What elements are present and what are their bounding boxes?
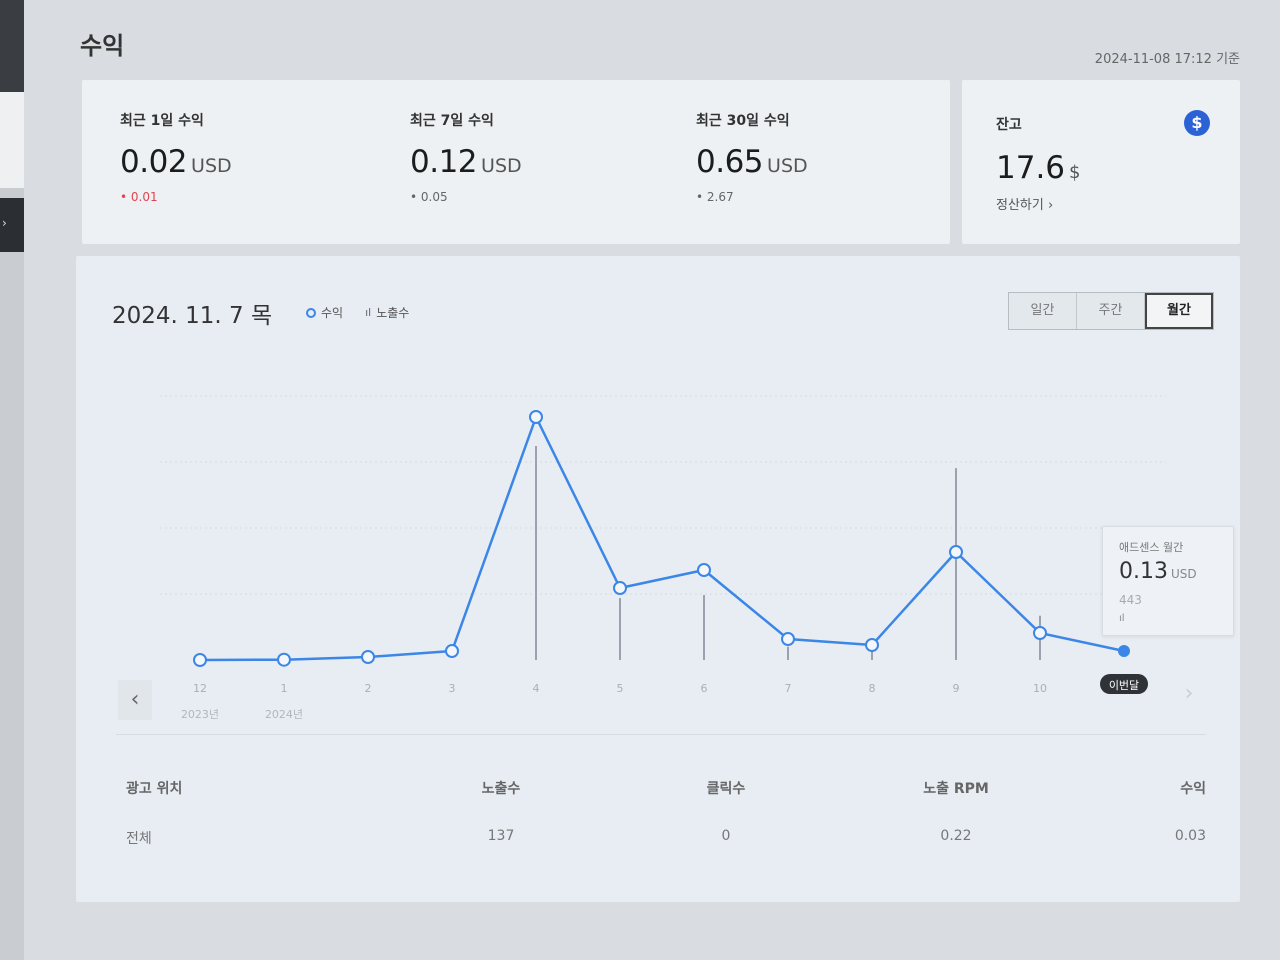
ring-icon <box>306 307 316 318</box>
timestamp: 2024-11-08 17:12 기준 <box>1094 52 1240 67</box>
current-month-badge <box>1100 674 1148 694</box>
bar-chart-icon: ıl <box>1119 613 1125 624</box>
side-tab[interactable]: › <box>0 198 24 252</box>
stat-value: 0.12 <box>410 144 478 180</box>
revenue-point <box>781 632 795 646</box>
table-header-cell[interactable]: 광고 위치 <box>126 781 183 797</box>
side-tab-arrow-icon: › <box>2 216 7 230</box>
period-weekly-button[interactable]: 주간 <box>1077 293 1145 329</box>
period-monthly-button[interactable]: 월간 <box>1145 293 1213 329</box>
tooltip-title: 애드센스 월간 <box>1119 541 1184 554</box>
balance-value: 17.6 <box>996 150 1066 186</box>
revenue-point <box>361 650 375 664</box>
window-edge: › <box>0 0 24 960</box>
table-cell: 0 <box>721 828 731 844</box>
stat-label: 최근 7일 수익 <box>410 113 494 129</box>
legend-impressions-label: 노출수 <box>376 306 410 320</box>
summary-card: 최근 1일 수익 0.02 USD • 0.01 최근 7일 수익 0.12 U… <box>82 80 950 244</box>
revenue-point <box>865 638 879 652</box>
x-tick-label: 3 <box>449 682 456 695</box>
legend-revenue: 수익 <box>306 304 343 321</box>
table-header-cell[interactable]: 노출 RPM <box>923 781 989 797</box>
table-cell: 전체 <box>126 831 152 847</box>
dollar-icon: $ <box>1184 110 1210 136</box>
chart-date: 2024. 11. 7 목 <box>112 303 273 329</box>
legend-impressions: ıl 노출수 <box>365 304 409 321</box>
balance-label: 잔고 <box>996 117 1022 133</box>
table-header-cell[interactable]: 노출수 <box>481 781 521 797</box>
chart-tooltip: 애드센스 월간 0.13 USD 443 ıl <box>1102 526 1234 636</box>
x-tick-label: 6 <box>701 682 708 695</box>
stat-label: 최근 30일 수익 <box>696 113 790 129</box>
placement-table: 광고 위치 노출수 클릭수 노출 RPM 수익 전체 137 0 0.22 0.… <box>126 778 1206 878</box>
table-row: 전체 137 0 0.22 0.03 <box>126 828 1206 878</box>
stat-unit: USD <box>767 155 808 177</box>
x-tick-label: 9 <box>953 682 960 695</box>
page-title: 수익 <box>80 32 125 60</box>
table-header-cell[interactable]: 수익 <box>1180 781 1206 797</box>
x-year-label: 2024년 <box>265 708 303 721</box>
stat-label: 최근 1일 수익 <box>120 113 204 129</box>
stat-value: 0.02 <box>120 144 188 180</box>
chart-prev-button[interactable]: ‹ <box>118 680 152 720</box>
x-tick-label: 5 <box>617 682 624 695</box>
x-tick-label: 7 <box>785 682 792 695</box>
stat-7day: 최근 7일 수익 0.12 USD • 0.05 <box>410 110 522 204</box>
x-tick-label: 10 <box>1033 682 1047 695</box>
revenue-point <box>445 644 459 658</box>
window-edge-mid <box>0 92 24 188</box>
x-tick-label: 이번달 <box>1109 679 1139 692</box>
x-tick-label: 2 <box>365 682 372 695</box>
revenue-point <box>697 563 711 577</box>
table-cell: 0.22 <box>940 828 972 844</box>
chart-card: 2024. 11. 7 목 수익 ıl 노출수 일간 주간 월간 12 1 2 3 4 5… <box>76 256 1240 902</box>
balance-unit: $ <box>1069 162 1081 183</box>
table-cell: 137 <box>487 828 515 844</box>
revenue-line <box>199 415 1125 662</box>
chart-next-button[interactable]: › <box>1184 681 1194 706</box>
revenue-point <box>277 652 291 667</box>
stat-30day: 최근 30일 수익 0.65 USD • 2.67 <box>696 110 808 204</box>
table-cell: 0.03 <box>1174 828 1206 844</box>
x-tick-label: 4 <box>533 682 540 695</box>
revenue-point <box>193 653 207 667</box>
period-toggle: 일간 주간 월간 <box>1008 292 1214 330</box>
stat-value: 0.65 <box>696 144 764 180</box>
tooltip-impressions: 443 <box>1119 593 1142 607</box>
chart-legend: 수익 ıl 노출수 <box>306 304 409 321</box>
revenue-point <box>949 545 963 559</box>
table-header-row: 광고 위치 노출수 클릭수 노출 RPM 수익 <box>126 778 1206 828</box>
bar-chart-icon: ıl <box>365 306 372 319</box>
chart-divider <box>116 734 1206 735</box>
revenue-point <box>1118 645 1130 657</box>
period-daily-button[interactable]: 일간 <box>1009 293 1077 329</box>
x-tick-label: 1 <box>281 682 288 695</box>
stat-unit: USD <box>481 155 522 177</box>
revenue-point <box>613 581 627 595</box>
x-tick-label: 12 <box>193 682 207 695</box>
stat-delta: • 2.67 <box>696 190 734 204</box>
stat-delta: • 0.05 <box>410 190 448 204</box>
balance-card: 잔고 $ 17.6 $ 정산하기 › <box>962 80 1240 244</box>
revenue-point <box>1033 626 1047 640</box>
tooltip-unit: USD <box>1170 567 1197 581</box>
window-edge-top <box>0 0 24 92</box>
stat-unit: USD <box>191 155 232 177</box>
table-header-cell[interactable]: 클릭수 <box>706 781 746 797</box>
stat-delta: • 0.01 <box>120 190 158 204</box>
x-year-label: 2023년 <box>181 708 219 721</box>
x-tick-label: 8 <box>869 682 876 695</box>
tooltip-value: 0.13 <box>1119 559 1168 584</box>
settle-link[interactable]: 정산하기 › <box>996 198 1054 213</box>
legend-revenue-label: 수익 <box>321 306 344 320</box>
revenue-point <box>529 410 543 424</box>
stat-1day: 최근 1일 수익 0.02 USD • 0.01 <box>120 110 232 204</box>
